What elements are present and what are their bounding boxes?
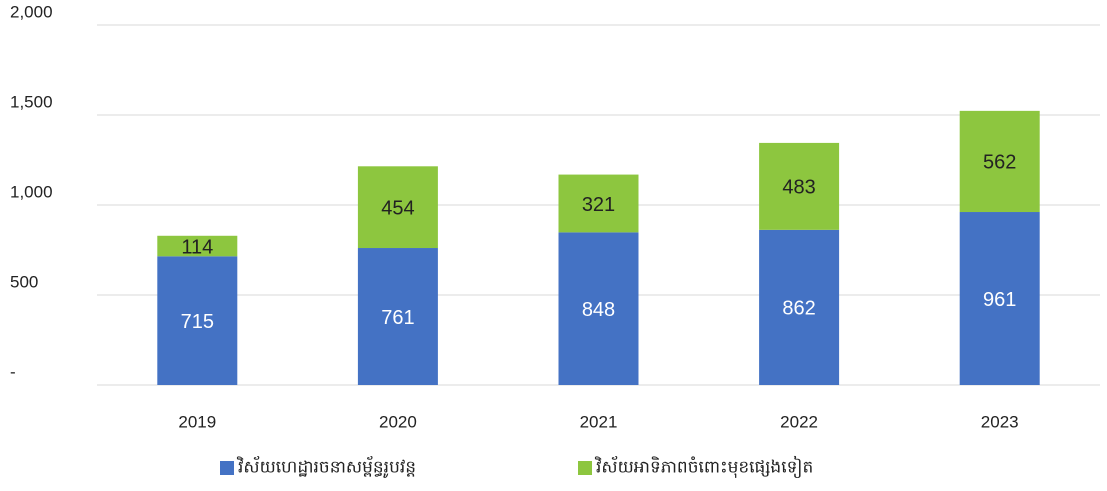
data-label: 562	[983, 152, 1016, 174]
y-tick-label: 500	[10, 272, 38, 291]
bar-segment	[959, 110, 1040, 213]
x-tick-label: 2020	[379, 412, 417, 431]
legend-label: វិស័យអាទិភាពចំពោះមុខផ្សេងទៀត	[594, 455, 813, 478]
bar-segment	[759, 142, 840, 230]
bar-segment	[759, 229, 840, 385]
data-label: 761	[381, 307, 414, 329]
data-label: 848	[582, 299, 615, 321]
x-tick-label: 2021	[580, 412, 618, 431]
x-tick-label: 2022	[780, 412, 818, 431]
bar-segment	[959, 212, 1040, 385]
y-tick-label: 1,500	[10, 92, 53, 111]
bar-segment	[558, 174, 639, 233]
bar-segment	[558, 232, 639, 385]
legend-swatch	[578, 461, 592, 475]
x-tick-label: 2019	[178, 412, 216, 431]
x-tick-label: 2023	[981, 412, 1019, 431]
bar-segment	[157, 235, 238, 257]
data-label: 454	[381, 197, 414, 219]
bar-segment	[357, 248, 438, 385]
data-label: 862	[782, 298, 815, 320]
data-label: 961	[983, 289, 1016, 311]
y-tick-label: -	[10, 362, 16, 381]
data-label: 715	[181, 311, 214, 333]
y-tick-label: 2,000	[10, 2, 53, 21]
bar-segment	[157, 256, 238, 385]
y-tick-label: 1,000	[10, 182, 53, 201]
legend-label: វិស័យហេដ្ឋារចនាសម្ព័ន្ធរូបវន្ត	[236, 455, 416, 478]
data-label: 483	[782, 177, 815, 199]
bar-segment	[357, 166, 438, 249]
legend-swatch	[220, 461, 234, 475]
data-label: 321	[582, 194, 615, 216]
data-label: 114	[181, 236, 213, 258]
